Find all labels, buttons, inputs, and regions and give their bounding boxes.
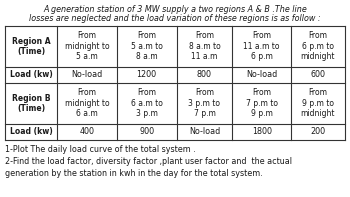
Text: From
midnight to
5 a.m: From midnight to 5 a.m <box>65 31 109 61</box>
Text: Load (kw): Load (kw) <box>10 70 52 79</box>
Text: Load (kw): Load (kw) <box>10 127 52 136</box>
Text: 2-Find the load factor, diversity factor ,plant user factor and  the actual: 2-Find the load factor, diversity factor… <box>5 157 292 166</box>
Text: 900: 900 <box>139 127 154 136</box>
Text: From
3 p.m to
7 p.m: From 3 p.m to 7 p.m <box>188 88 220 118</box>
Text: 1200: 1200 <box>136 70 157 79</box>
Text: From
midnight to
6 a.m: From midnight to 6 a.m <box>65 88 109 118</box>
Text: From
6 a.m to
3 p.m: From 6 a.m to 3 p.m <box>131 88 163 118</box>
Text: From
5 a.m to
8 a.m: From 5 a.m to 8 a.m <box>131 31 163 61</box>
Text: A generation station of 3 MW supply a two regions A & B .The line: A generation station of 3 MW supply a tw… <box>43 5 307 14</box>
Text: No-load: No-load <box>71 70 103 79</box>
Text: No-load: No-load <box>246 70 277 79</box>
Text: 200: 200 <box>310 127 326 136</box>
Text: Region B
(Time): Region B (Time) <box>12 94 50 113</box>
Text: From
9 p.m to
midnight: From 9 p.m to midnight <box>301 88 335 118</box>
Text: Region A
(Time): Region A (Time) <box>12 37 50 56</box>
Text: 1-Plot The daily load curve of the total system .: 1-Plot The daily load curve of the total… <box>5 145 196 154</box>
Text: From
7 p.m to
9 p.m: From 7 p.m to 9 p.m <box>246 88 278 118</box>
Text: losses are neglected and the load variation of these regions is as follow :: losses are neglected and the load variat… <box>29 14 321 23</box>
Text: From
8 a.m to
11 a.m: From 8 a.m to 11 a.m <box>189 31 220 61</box>
Text: From
11 a.m to
6 p.m: From 11 a.m to 6 p.m <box>244 31 280 61</box>
Text: From
6 p.m to
midnight: From 6 p.m to midnight <box>301 31 335 61</box>
Text: 400: 400 <box>79 127 94 136</box>
Text: 1800: 1800 <box>252 127 272 136</box>
Text: 800: 800 <box>197 70 212 79</box>
Text: No-load: No-load <box>189 127 220 136</box>
Text: 600: 600 <box>310 70 326 79</box>
Text: generation by the station in kwh in the day for the total system.: generation by the station in kwh in the … <box>5 169 263 178</box>
